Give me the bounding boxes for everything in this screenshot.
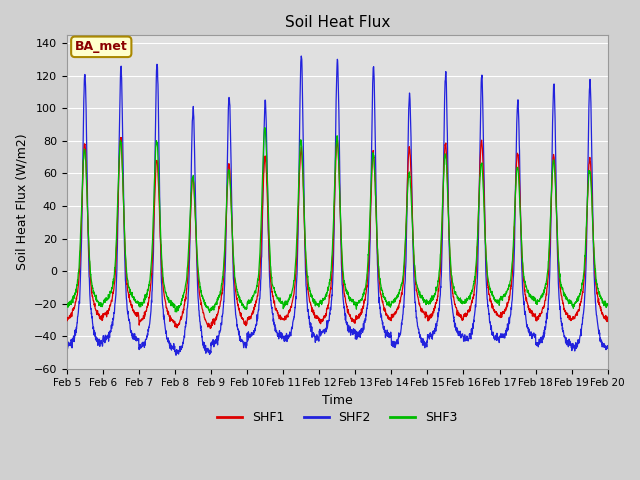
X-axis label: Time: Time [322, 394, 353, 407]
Legend: SHF1, SHF2, SHF3: SHF1, SHF2, SHF3 [212, 406, 462, 429]
Title: Soil Heat Flux: Soil Heat Flux [285, 15, 390, 30]
Y-axis label: Soil Heat Flux (W/m2): Soil Heat Flux (W/m2) [15, 133, 28, 270]
Text: BA_met: BA_met [75, 40, 127, 53]
